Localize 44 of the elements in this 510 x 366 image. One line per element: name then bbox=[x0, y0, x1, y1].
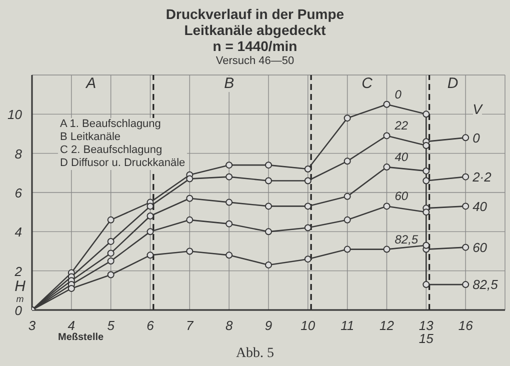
text: n = 1440/min bbox=[212, 38, 298, 54]
series-label: 22 bbox=[394, 118, 408, 133]
x-tick-label: 6 bbox=[146, 318, 155, 333]
annotation: D Diffusor u. Druckkanäle bbox=[60, 157, 186, 170]
series-label: 60 bbox=[472, 240, 488, 255]
annotation: A bbox=[81, 74, 102, 92]
x-tick-label: 3 bbox=[28, 318, 36, 333]
x-tick-label: 11 bbox=[340, 318, 354, 333]
x-tick-label: 5 bbox=[107, 318, 116, 333]
y-tick-label: 2 bbox=[14, 264, 23, 279]
y-tick-label: 8 bbox=[14, 146, 23, 162]
series-label: 82,5 bbox=[394, 232, 418, 246]
y-axis-title: H m bbox=[14, 278, 26, 306]
annotation: B Leitkanäle bbox=[60, 131, 122, 144]
annotation: 60 bbox=[394, 189, 408, 204]
annotation: B bbox=[219, 74, 240, 92]
y-tick-label: 4 bbox=[14, 224, 22, 240]
chart-title: Druckverlauf in der Pumpe bbox=[164, 6, 346, 22]
x-tick-label: 13 15 bbox=[418, 318, 434, 346]
x-tick-label: 16 bbox=[458, 318, 474, 333]
text: Versuch 46—50 bbox=[214, 54, 296, 68]
y-tick-label: 0 bbox=[14, 303, 23, 318]
annotation: A 1. Beaufschlagung bbox=[60, 118, 162, 131]
annotation: 0 bbox=[394, 87, 402, 102]
y-tick-label: 6 bbox=[14, 186, 23, 200]
x-tick-label: 8 bbox=[225, 318, 234, 333]
annotation: 40 bbox=[472, 198, 488, 214]
series-label: 40 bbox=[394, 150, 408, 164]
annotation: 82,5 bbox=[472, 277, 499, 292]
x-axis-title: Meßstelle bbox=[58, 332, 104, 343]
x-tick-label: 10 bbox=[300, 318, 316, 333]
chart-subtitle: Leitkanäle abgedeckt bbox=[183, 22, 327, 38]
annotation: C bbox=[357, 74, 378, 92]
annotation: C 2. Beaufschlagung bbox=[60, 144, 164, 157]
x-tick-label: 9 bbox=[264, 318, 272, 333]
annotation: V bbox=[472, 100, 482, 117]
annotation: D bbox=[442, 74, 463, 92]
series-label: 0 bbox=[472, 130, 481, 146]
x-tick-label: 4 bbox=[68, 318, 76, 333]
caption: Abb. 5 bbox=[236, 346, 274, 361]
annotation: 2·2 bbox=[472, 169, 492, 184]
x-tick-label: 7 bbox=[186, 318, 194, 333]
x-tick-label: 12 bbox=[380, 318, 395, 333]
y-tick-label: 10 bbox=[8, 107, 23, 122]
